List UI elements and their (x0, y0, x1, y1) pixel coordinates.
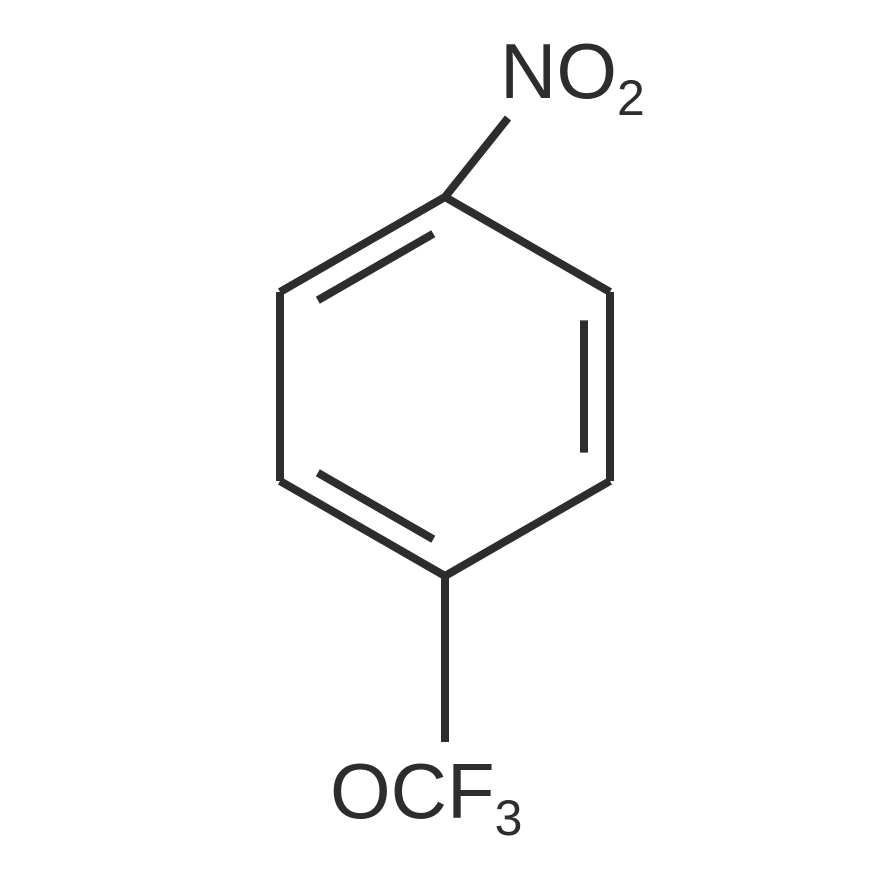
molecule-diagram: NO2 OCF3 (0, 0, 890, 890)
nitro-group-label: NO2 (500, 27, 645, 126)
trifluoromethoxy-group-label: OCF3 (330, 747, 522, 846)
